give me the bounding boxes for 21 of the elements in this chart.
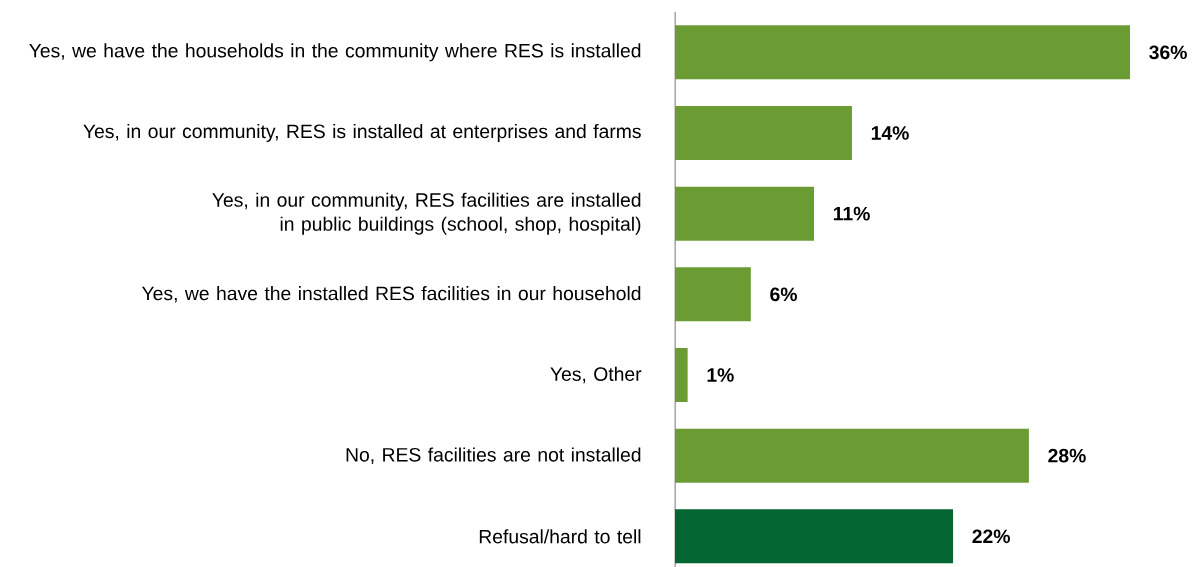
- y-tick-label: Yes, we have the installed RES facilities in our household: [141, 286, 641, 303]
- data-label: 36%: [1149, 45, 1187, 60]
- y-tick-label: Yes, in our community, RES facilities are installed in public buildings (school, shop, hospital): [212, 192, 641, 235]
- bar: [675, 267, 751, 322]
- y-tick-label: Yes, we have the households in the community where RES is installed: [29, 43, 641, 62]
- y-tick-label: Yes, in our community, RES is installed at enterprises and farms: [83, 123, 641, 143]
- data-label: 1%: [707, 368, 734, 382]
- bar: [675, 428, 1029, 483]
- data-label: 28%: [1048, 448, 1086, 463]
- data-label: 11%: [833, 206, 870, 221]
- y-tick-label: Refusal/hard to tell: [479, 529, 641, 544]
- y-tick-label: No, RES facilities are not installed: [346, 447, 641, 464]
- bar: [675, 509, 954, 564]
- bar: [675, 186, 815, 241]
- bar: [675, 347, 688, 403]
- bar: [675, 105, 852, 161]
- data-label: 22%: [972, 529, 1010, 544]
- bar: [675, 25, 1130, 80]
- y-tick-label: Yes, Other: [550, 366, 642, 384]
- data-label: 14%: [871, 126, 909, 140]
- data-label: 6%: [770, 287, 797, 302]
